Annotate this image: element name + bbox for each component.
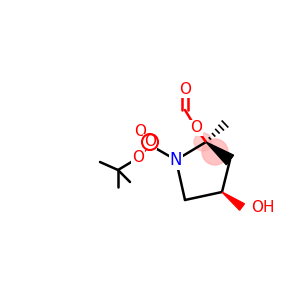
Text: O: O bbox=[132, 151, 144, 166]
Circle shape bbox=[194, 133, 212, 151]
Text: OH: OH bbox=[251, 200, 274, 214]
Text: O: O bbox=[179, 82, 191, 98]
Text: O: O bbox=[134, 124, 146, 140]
Text: O: O bbox=[190, 121, 202, 136]
Text: N: N bbox=[170, 151, 182, 169]
Polygon shape bbox=[206, 142, 234, 165]
Text: O: O bbox=[144, 134, 156, 149]
Polygon shape bbox=[222, 192, 244, 210]
Circle shape bbox=[202, 139, 228, 165]
